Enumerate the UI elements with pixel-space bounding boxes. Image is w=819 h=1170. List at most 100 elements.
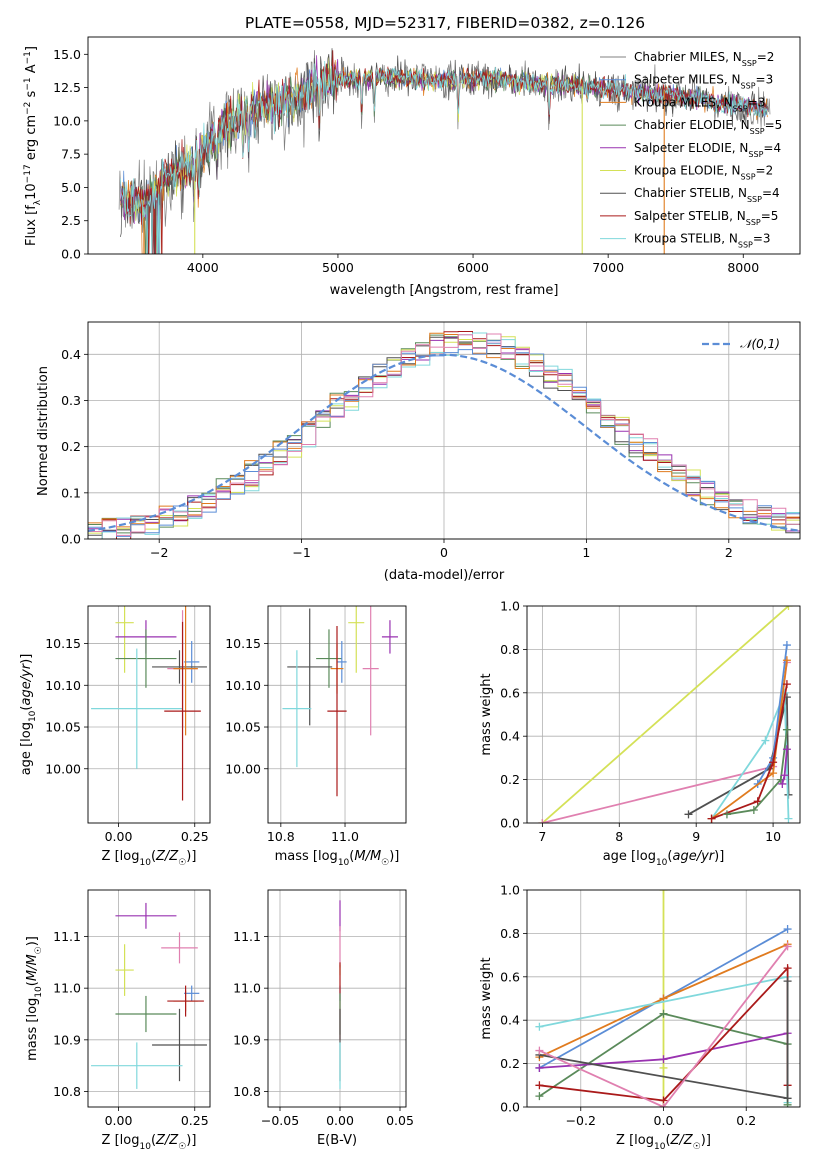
x-tick-label: −0.2: [566, 1113, 596, 1128]
x-tick-label: 0.05: [386, 1113, 414, 1128]
weight-marker: [782, 641, 791, 650]
axes-frame: [526, 889, 801, 1108]
legend-label: Salpeter ELODIE, NSSP=4: [634, 141, 781, 159]
plot-area: [88, 331, 800, 539]
error-bar-point: [115, 944, 134, 996]
weight-marker: [784, 606, 793, 610]
x-tick-label: 0.00: [105, 829, 133, 844]
histogram-step: [88, 332, 800, 528]
legend-label: Salpeter STELIB, NSSP=5: [634, 209, 778, 227]
y-tick-label: 10.00: [225, 761, 261, 776]
x-axis-label: Z [log10(Z/Z☉)]: [102, 1133, 197, 1152]
y-tick-label: 11.1: [233, 929, 261, 944]
y-tick-label: 0.2: [500, 1056, 520, 1071]
weight-marker: [749, 805, 758, 814]
weight-marker: [684, 810, 693, 819]
x-axis-label: E(B-V): [317, 1133, 357, 1148]
axes-weight-vs-age: 7 8 9 10 0.0 0.2 0.4 0.6 0.8 1.0 age [log10(age/yr…: [479, 599, 801, 868]
axes-mass-vs-Z: 0.00 0.25 10.8 10.9 11.0 11.1 Z [log10(Z/Z☉)] m…: [25, 889, 211, 1152]
y-axis-label: mass weight: [479, 957, 494, 1039]
x-axis-label: mass [log10(M/M☉)]: [275, 849, 400, 868]
weight-series-line: [711, 683, 788, 820]
y-axis-label: Flux [fλ10−17 erg cm−2 s−1 A−1]: [23, 46, 43, 246]
y-tick-label: 10.00: [45, 761, 81, 776]
x-axis-label: Z [log10(Z/Z☉)]: [616, 1133, 711, 1152]
error-bar-point: [115, 606, 134, 673]
plot-area: [91, 902, 207, 1089]
y-tick-label: 0.6: [500, 685, 520, 700]
y-axis-label: age [log10(age/yr)]: [19, 654, 38, 776]
error-bar-point: [184, 641, 200, 683]
y-tick-label: 10.15: [45, 636, 81, 651]
weight-series-line: [726, 729, 788, 816]
error-bar-point: [115, 995, 177, 1033]
y-tick-label: 0.4: [500, 729, 520, 744]
y-tick-label: 0.6: [500, 969, 520, 984]
y-tick-label: 0.2: [500, 772, 520, 787]
error-bar-point: [362, 606, 379, 736]
y-tick-label: 0.8: [500, 642, 520, 657]
weight-marker: [783, 942, 792, 951]
weight-marker: [782, 745, 791, 754]
y-tick-label: 0.0: [61, 532, 81, 547]
weight-marker: [535, 1092, 544, 1101]
y-tick-label: 10.0: [53, 113, 81, 128]
x-tick-label: 1: [582, 545, 590, 560]
legend-label: Chabrier ELODIE, NSSP=5: [634, 118, 782, 136]
x-tick-label: 0.2: [736, 1113, 756, 1128]
legend-label: Chabrier STELIB, NSSP=4: [634, 186, 780, 204]
error-bar-point: [173, 606, 198, 736]
error-bar-point: [337, 641, 347, 683]
error-bar-point: [381, 620, 398, 654]
y-tick-label: 2.5: [61, 213, 81, 228]
axes-age-vs-mass: 10.8 11.0 10.00 10.05 10.10 10.15 mass [log10(…: [225, 605, 407, 868]
error-bar-point: [115, 902, 177, 929]
error-bar-point: [91, 1042, 183, 1089]
spectrum-series-line: [120, 48, 768, 254]
axes-age-vs-Z: 0.00 0.25 10.00 10.05 10.10 10.15 Z [log10(Z/Z…: [19, 605, 211, 868]
x-tick-label: 8: [615, 829, 623, 844]
x-tick-label: 2: [725, 545, 733, 560]
axes-residuals: −2 −1 0 1 2 0.0 0.1 0.2 0.3 0.4 𝒩(0,1) (data-model)…: [36, 321, 801, 583]
x-axis-label: wavelength [Angstrom, rest frame]: [330, 283, 559, 298]
spectrum-series-line: [120, 63, 768, 254]
y-tick-label: 0.3: [61, 393, 81, 408]
error-bar-point: [161, 932, 198, 964]
y-tick-label: 10.10: [45, 678, 81, 693]
weight-marker: [659, 890, 668, 894]
x-tick-label: 0.25: [181, 1113, 209, 1128]
y-tick-label: 10.15: [225, 636, 261, 651]
x-tick-label: 10.8: [267, 829, 295, 844]
y-tick-label: 0.0: [500, 1100, 520, 1115]
axes-frame: [267, 605, 407, 824]
weight-series-line: [539, 945, 789, 1107]
axes-frame: [87, 889, 211, 1108]
weight-series: [707, 680, 791, 823]
axes-mass-vs-EBV: −0.05 0.00 0.05 10.8 10.9 11.0 11.1 E(B-V): [233, 889, 414, 1148]
weight-marker: [659, 1103, 668, 1107]
spectrum-series-line: [120, 60, 768, 254]
weight-marker: [778, 779, 787, 788]
error-bar-point: [115, 629, 177, 688]
error-bar-point: [91, 648, 183, 769]
weight-marker: [761, 736, 770, 745]
weight-marker: [707, 814, 716, 823]
weight-series: [778, 745, 791, 788]
y-tick-label: 10.9: [53, 1032, 81, 1047]
x-tick-label: 10: [765, 829, 781, 844]
y-tick-label: 0.0: [500, 816, 520, 831]
weight-marker: [769, 758, 778, 767]
x-tick-label: 0.00: [105, 1113, 133, 1128]
weight-marker: [769, 769, 778, 778]
error-bar-point: [327, 626, 347, 797]
x-tick-label: 9: [692, 829, 700, 844]
error-bar-point: [164, 621, 201, 801]
legend-label: Kroupa ELODIE, NSSP=2: [634, 164, 773, 182]
y-axis-label: mass weight: [479, 673, 494, 755]
x-tick-label: 8000: [727, 260, 759, 275]
plot-area: [538, 606, 793, 823]
axes-frame: [87, 321, 801, 540]
y-tick-label: 11.0: [53, 981, 81, 996]
histogram-step: [88, 333, 800, 536]
